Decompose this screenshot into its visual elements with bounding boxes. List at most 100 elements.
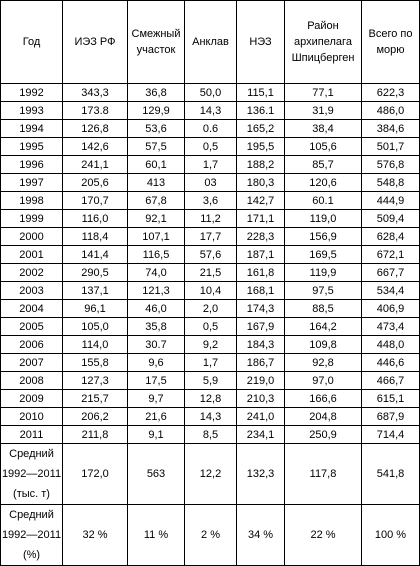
value-cell: 46,0 xyxy=(127,299,185,318)
value-cell: 219,0 xyxy=(236,371,285,390)
year-cell: 2011 xyxy=(0,425,63,444)
table-row: 2007 155,8 9,6 1,7 186,7 92,8 446,6 xyxy=(0,353,420,372)
summary-row: Средний 1992—2011 (%) 32 % 11 % 2 % 34 % 22 %… xyxy=(0,504,420,566)
summary-value-cell: 541,8 xyxy=(361,443,420,505)
value-cell: 486,0 xyxy=(361,101,420,120)
value-cell: 114,0 xyxy=(62,335,128,354)
header-cell-year: Год xyxy=(0,0,63,84)
table-row: 2006 114,0 30.7 9,2 184,3 109,8 448,0 xyxy=(0,335,420,354)
table-row: 2000 118,4 107,1 17,7 228,3 156,9 628,4 xyxy=(0,227,420,246)
value-cell: 118,4 xyxy=(62,227,128,246)
value-cell: 120,6 xyxy=(284,173,362,192)
table-row: 1993 173.8 129,9 14,3 136.1 31,9 486,0 xyxy=(0,101,420,120)
value-cell: 30.7 xyxy=(127,335,185,354)
value-cell: 164,2 xyxy=(284,317,362,336)
value-cell: 343,3 xyxy=(62,83,128,102)
value-cell: 211,8 xyxy=(62,425,128,444)
value-cell: 687,9 xyxy=(361,407,420,426)
value-cell: 205,6 xyxy=(62,173,128,192)
year-cell: 2007 xyxy=(0,353,63,372)
value-cell: 250,9 xyxy=(284,425,362,444)
value-cell: 57,5 xyxy=(127,137,185,156)
year-cell: 2004 xyxy=(0,299,63,318)
value-cell: 501,7 xyxy=(361,137,420,156)
summary-value-cell: 563 xyxy=(127,443,185,505)
year-cell: 2008 xyxy=(0,371,63,390)
value-cell: 97,5 xyxy=(284,281,362,300)
value-cell: 17,7 xyxy=(184,227,237,246)
value-cell: 448,0 xyxy=(361,335,420,354)
table-row: 2011 211,8 9,1 8,5 234,1 250,9 714,4 xyxy=(0,425,420,444)
year-cell: 1999 xyxy=(0,209,63,228)
value-cell: 210,3 xyxy=(236,389,285,408)
year-cell: 2002 xyxy=(0,263,63,282)
value-cell: 119,9 xyxy=(284,263,362,282)
table-row: 2008 127,3 17,5 5,9 219,0 97,0 466,7 xyxy=(0,371,420,390)
value-cell: 173.8 xyxy=(62,101,128,120)
table-body: 1992 343,3 36,8 50,0 115,1 77,1 622,3 1993 173.8… xyxy=(0,83,420,566)
summary-value-cell: 34 % xyxy=(236,504,285,566)
value-cell: 127,3 xyxy=(62,371,128,390)
value-cell: 119,0 xyxy=(284,209,362,228)
value-cell: 168,1 xyxy=(236,281,285,300)
header-cell-nez: НЭЗ xyxy=(236,0,285,84)
value-cell: 2,0 xyxy=(184,299,237,318)
value-cell: 9,1 xyxy=(127,425,185,444)
year-cell: 2005 xyxy=(0,317,63,336)
value-cell: 180,3 xyxy=(236,173,285,192)
summary-value-cell: 2 % xyxy=(184,504,237,566)
value-cell: 92,8 xyxy=(284,353,362,372)
table-row: 1994 126,8 53,6 0.6 165,2 38,4 384,6 xyxy=(0,119,420,138)
year-cell: 1997 xyxy=(0,173,63,192)
value-cell: 96,1 xyxy=(62,299,128,318)
value-cell: 8,5 xyxy=(184,425,237,444)
value-cell: 85,7 xyxy=(284,155,362,174)
table-row: 2010 206,2 21,6 14,3 241,0 204,8 687,9 xyxy=(0,407,420,426)
summary-label-cell: Средний 1992—2011 (тыс. т) xyxy=(0,443,63,505)
table-row: 2004 96,1 46,0 2,0 174,3 88,5 406,9 xyxy=(0,299,420,318)
value-cell: 121,3 xyxy=(127,281,185,300)
table-row: 1992 343,3 36,8 50,0 115,1 77,1 622,3 xyxy=(0,83,420,102)
year-cell: 1993 xyxy=(0,101,63,120)
header-cell-spitsbergen: Район архипелага Шпицберген xyxy=(284,0,362,84)
summary-value-cell: 100 % xyxy=(361,504,420,566)
value-cell: 156,9 xyxy=(284,227,362,246)
table-row: 1998 170,7 67,8 3,6 142,7 60.1 444,9 xyxy=(0,191,420,210)
value-cell: 21,5 xyxy=(184,263,237,282)
value-cell: 17,5 xyxy=(127,371,185,390)
value-cell: 667,7 xyxy=(361,263,420,282)
value-cell: 50,0 xyxy=(184,83,237,102)
value-cell: 142,6 xyxy=(62,137,128,156)
value-cell: 406,9 xyxy=(361,299,420,318)
value-cell: 186,7 xyxy=(236,353,285,372)
summary-label-cell: Средний 1992—2011 (%) xyxy=(0,504,63,566)
year-cell: 2000 xyxy=(0,227,63,246)
value-cell: 0.6 xyxy=(184,119,237,138)
header-row: Год ИЭЗ РФ Смежный участок Анклав НЭЗ Ра… xyxy=(0,0,420,84)
value-cell: 88,5 xyxy=(284,299,362,318)
header-cell-total: Всего по морю xyxy=(361,0,420,84)
year-cell: 1998 xyxy=(0,191,63,210)
table-row: 2005 105,0 35,8 0,5 167,9 164,2 473,4 xyxy=(0,317,420,336)
value-cell: 9,2 xyxy=(184,335,237,354)
value-cell: 170,7 xyxy=(62,191,128,210)
summary-value-cell: 132,3 xyxy=(236,443,285,505)
value-cell: 204,8 xyxy=(284,407,362,426)
value-cell: 241,0 xyxy=(236,407,285,426)
value-cell: 115,1 xyxy=(236,83,285,102)
table-row: 1999 116,0 92,1 11,2 171,1 119,0 509,4 xyxy=(0,209,420,228)
header-cell-adjacent-area: Смежный участок xyxy=(127,0,185,84)
value-cell: 136.1 xyxy=(236,101,285,120)
value-cell: 171,1 xyxy=(236,209,285,228)
table-row: 2009 215,7 9,7 12,8 210,3 166,6 615,1 xyxy=(0,389,420,408)
year-cell: 2006 xyxy=(0,335,63,354)
value-cell: 21,6 xyxy=(127,407,185,426)
value-cell: 36,8 xyxy=(127,83,185,102)
value-cell: 1,7 xyxy=(184,155,237,174)
value-cell: 0,5 xyxy=(184,317,237,336)
value-cell: 92,1 xyxy=(127,209,185,228)
value-cell: 166,6 xyxy=(284,389,362,408)
value-cell: 241,1 xyxy=(62,155,128,174)
